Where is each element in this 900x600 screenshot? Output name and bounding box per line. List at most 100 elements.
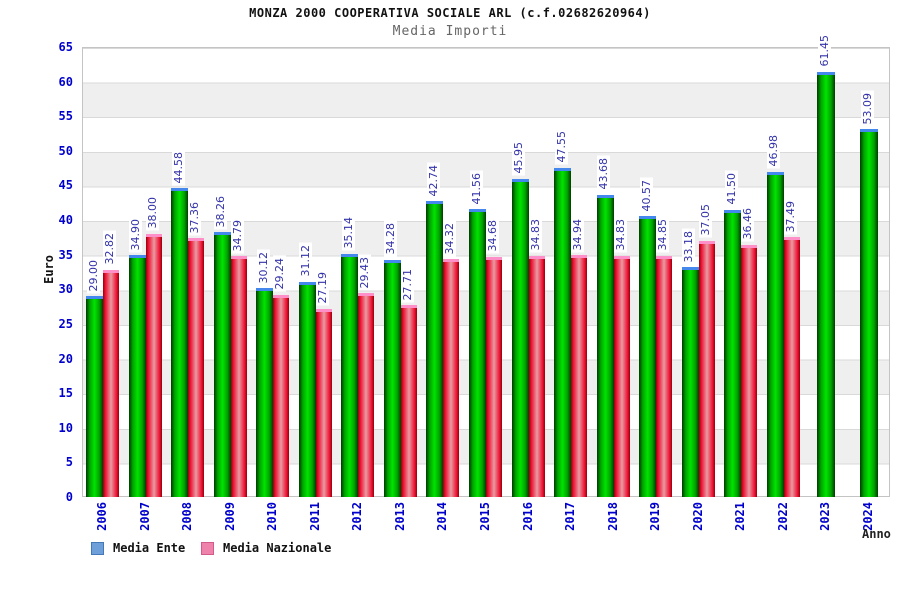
x-tick-2012: 2012 — [350, 502, 365, 531]
y-tick-50: 50 — [58, 143, 73, 158]
bar-media-nazionale-2015 — [486, 256, 502, 497]
x-tick-2024: 2024 — [860, 502, 875, 531]
value-label-ente-2020: 33.18 — [682, 228, 696, 265]
value-label-nazionale-2022: 37.49 — [783, 198, 797, 235]
bar-media-nazionale-2021 — [741, 244, 758, 497]
value-label-nazionale-2014: 34.32 — [443, 220, 457, 257]
x-tick-2010: 2010 — [265, 502, 280, 531]
bar-media-ente-2018 — [596, 194, 614, 497]
bar-media-ente-2011 — [298, 281, 316, 497]
bar-media-ente-2023 — [817, 71, 836, 497]
legend-label-media-ente: Media Ente — [113, 541, 186, 555]
bar-media-ente-2008 — [171, 188, 189, 497]
value-label-nazionale-2009: 34.79 — [230, 217, 244, 254]
value-label-ente-2014: 42.74 — [426, 162, 440, 199]
value-label-ente-2009: 38.26 — [214, 193, 228, 230]
x-tick-2006: 2006 — [95, 502, 110, 531]
bar-media-ente-2013 — [383, 259, 401, 497]
bar-media-ente-2012 — [341, 253, 359, 497]
value-label-nazionale-2010: 29.24 — [273, 256, 287, 292]
legend-item-media-nazionale: Media Nazionale — [201, 541, 331, 555]
value-label-ente-2008: 44.58 — [171, 149, 185, 186]
x-tick-2009: 2009 — [222, 502, 237, 531]
bar-media-nazionale-2006 — [103, 269, 120, 497]
x-tick-2017: 2017 — [563, 502, 578, 531]
legend-item-media-ente: Media Ente — [91, 541, 185, 555]
bar-media-ente-2021 — [724, 209, 742, 497]
y-tick-15: 15 — [58, 386, 73, 401]
value-label-nazionale-2012: 29.43 — [358, 254, 372, 291]
legend-swatch-media-nazionale — [201, 541, 214, 555]
value-label-nazionale-2007: 38.00 — [145, 195, 159, 231]
y-tick-45: 45 — [58, 178, 73, 193]
bar-media-ente-2024 — [859, 129, 878, 497]
x-tick-2023: 2023 — [818, 502, 833, 531]
bar-media-nazionale-2022 — [783, 237, 800, 497]
bar-media-ente-2010 — [256, 288, 274, 497]
bar-media-nazionale-2018 — [613, 255, 630, 497]
bar-media-ente-2009 — [213, 232, 231, 497]
bar-media-nazionale-2016 — [528, 255, 545, 497]
bar-media-nazionale-2019 — [656, 255, 673, 497]
chart-subtitle: Media Importi — [392, 24, 508, 39]
value-label-nazionale-2015: 34.68 — [486, 218, 499, 254]
x-tick-2013: 2013 — [392, 502, 407, 531]
x-tick-2022: 2022 — [775, 502, 790, 531]
x-tick-2021: 2021 — [733, 502, 748, 531]
bar-media-nazionale-2009 — [230, 256, 247, 497]
value-label-ente-2007: 34.90 — [129, 216, 143, 253]
x-tick-2020: 2020 — [690, 502, 705, 531]
x-tick-2007: 2007 — [137, 502, 152, 531]
bar-media-nazionale-2011 — [315, 308, 332, 497]
bar-media-ente-2016 — [511, 178, 529, 497]
bar-media-nazionale-2012 — [358, 293, 375, 497]
value-label-ente-2012: 35.14 — [341, 215, 355, 251]
x-tick-2008: 2008 — [180, 502, 195, 531]
bar-media-nazionale-2008 — [188, 238, 205, 497]
bar-media-ente-2007 — [128, 255, 146, 497]
bar-media-nazionale-2017 — [571, 255, 588, 497]
value-label-nazionale-2011: 27.19 — [315, 270, 329, 306]
y-tick-65: 65 — [58, 40, 73, 54]
value-label-ente-2022: 46.98 — [767, 133, 781, 169]
x-tick-2014: 2014 — [435, 502, 450, 531]
y-tick-25: 25 — [58, 316, 73, 331]
value-label-nazionale-2021: 36.46 — [741, 206, 755, 242]
value-label-ente-2013: 34.28 — [384, 221, 398, 257]
value-label-ente-2011: 31.12 — [299, 243, 313, 279]
value-label-ente-2019: 40.57 — [639, 177, 653, 214]
y-tick-30: 30 — [58, 282, 73, 297]
value-label-ente-2024: 53.09 — [860, 90, 874, 127]
bar-media-ente-2017 — [554, 167, 572, 497]
bar-media-nazionale-2013 — [400, 305, 417, 497]
value-label-nazionale-2020: 37.05 — [698, 202, 712, 238]
value-label-nazionale-2016: 34.83 — [528, 217, 542, 253]
value-label-ente-2016: 45.95 — [512, 140, 526, 176]
value-label-nazionale-2013: 27.71 — [400, 266, 414, 303]
bar-media-ente-2014 — [426, 201, 444, 497]
bar-media-ente-2019 — [639, 216, 657, 497]
bar-media-ente-2006 — [86, 296, 104, 497]
y-tick-0: 0 — [65, 490, 73, 504]
value-label-ente-2010: 30.12 — [256, 249, 270, 286]
value-label-ente-2023: 61.45 — [818, 33, 832, 69]
bar-media-ente-2022 — [766, 171, 784, 497]
value-label-ente-2018: 43.68 — [597, 156, 611, 192]
legend-swatch-media-ente — [91, 541, 104, 555]
y-tick-40: 40 — [58, 213, 73, 228]
y-tick-5: 5 — [65, 455, 73, 470]
value-label-ente-2017: 47.55 — [554, 129, 568, 165]
x-tick-2011: 2011 — [307, 502, 322, 531]
bar-media-nazionale-2020 — [698, 240, 715, 497]
value-label-nazionale-2008: 37.36 — [188, 199, 202, 236]
value-label-ente-2006: 29.00 — [86, 257, 100, 294]
bar-media-nazionale-2010 — [273, 294, 290, 497]
value-label-nazionale-2019: 34.85 — [656, 217, 670, 253]
bar-media-ente-2015 — [469, 209, 486, 497]
x-tick-2015: 2015 — [478, 502, 492, 531]
y-tick-55: 55 — [58, 109, 73, 124]
value-label-nazionale-2017: 34.94 — [571, 216, 585, 253]
value-label-ente-2021: 41.50 — [724, 171, 738, 207]
x-axis-label: Anno — [862, 527, 891, 541]
y-tick-60: 60 — [58, 74, 73, 89]
